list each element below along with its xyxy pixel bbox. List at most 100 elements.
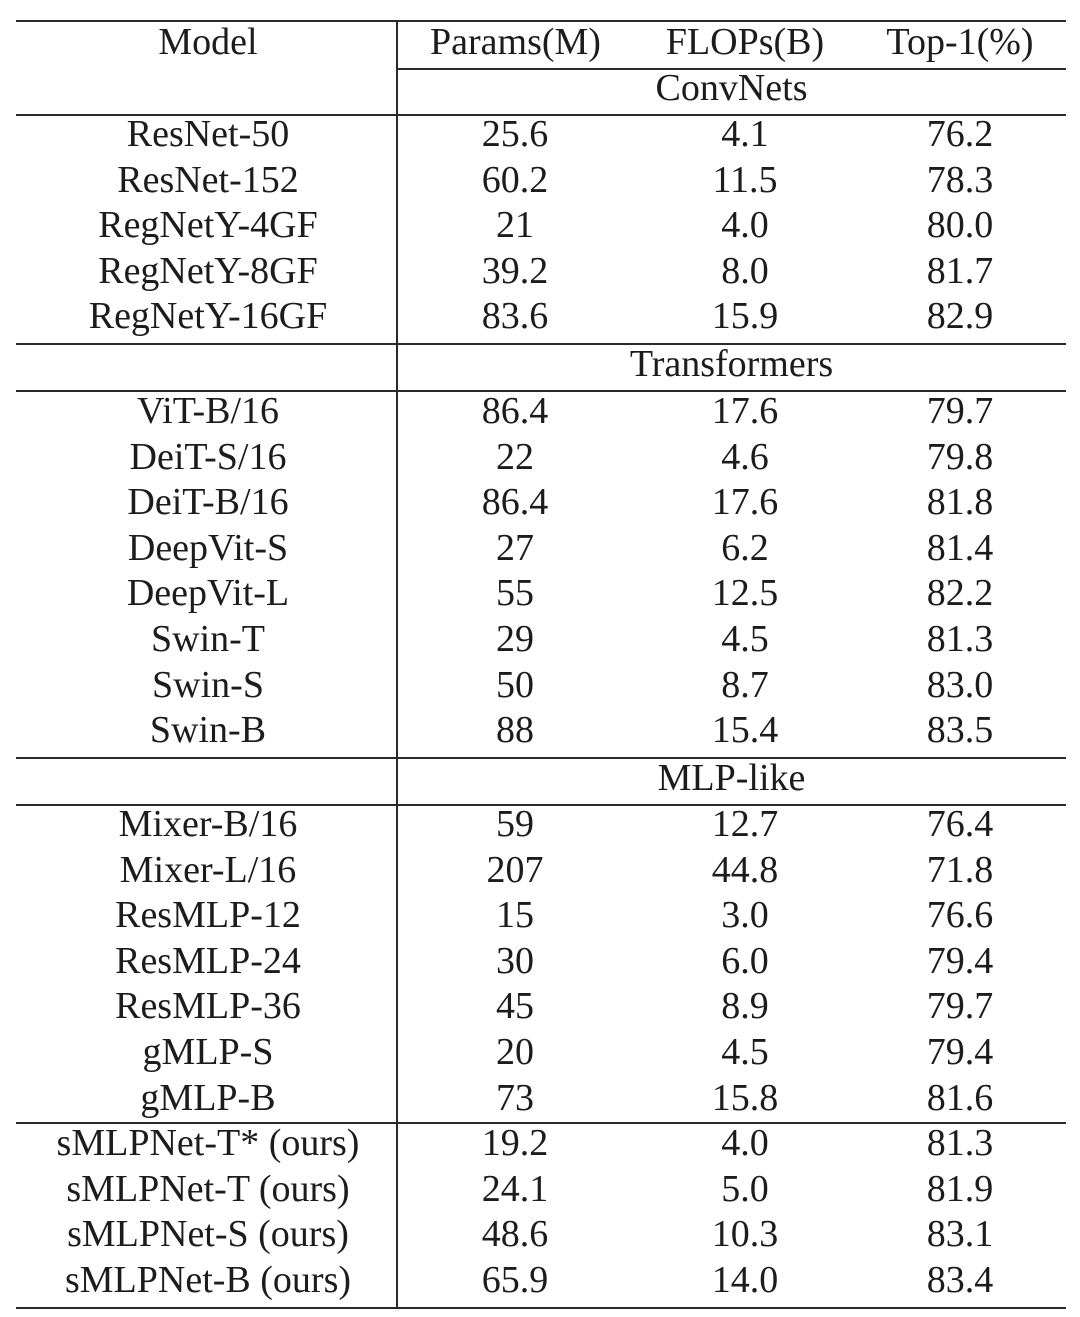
flops-value: 15.9 [711,295,779,338]
params-value: 88 [496,709,534,752]
flops-value: 12.5 [711,572,779,615]
header-flops: FLOPs(B) [665,21,825,63]
model-name: Swin-B [149,709,267,752]
params-value: 29 [496,618,534,660]
params-value: 39.2 [481,249,549,292]
model-name: ViT-B/16 [137,390,279,432]
group-rule [16,343,1066,345]
flops-value: 8.9 [721,985,769,1028]
flops-value: 5.0 [721,1167,769,1210]
params-value: 59 [496,803,534,845]
model-name: sMLPNet-S (ours) [67,1213,349,1256]
params-value: 73 [496,1076,534,1119]
params-value: 15 [496,894,534,937]
top1-value: 79.8 [926,435,994,478]
group-label: ConvNets [655,67,808,109]
group-rule [16,757,1066,759]
flops-value: 12.7 [711,803,779,845]
top1-value: 79.4 [926,1031,994,1073]
bottom-rule [16,1307,1066,1309]
top1-value: 81.4 [926,526,994,569]
params-value: 45 [496,985,534,1028]
model-name: RegNetY-4GF [98,204,318,247]
top1-value: 78.3 [926,158,994,201]
flops-value: 4.1 [721,113,769,155]
params-value: 50 [496,663,534,706]
flops-value: 17.6 [711,390,779,432]
top1-value: 81.7 [926,249,994,292]
top1-value: 80.0 [926,204,994,247]
group-label-rule [16,114,1066,116]
params-value: 27 [496,526,534,569]
group-label-rule [16,390,1066,392]
header-params: Params(M) [430,21,601,63]
top1-value: 83.5 [926,709,994,752]
flops-value: 4.0 [721,204,769,247]
model-name: sMLPNet-B (ours) [64,1258,352,1301]
params-value: 30 [496,939,534,982]
header-subrule [397,68,1066,70]
params-value: 65.9 [481,1258,549,1301]
column-divider [396,20,398,1309]
top1-value: 71.8 [926,848,994,891]
top1-value: 76.2 [926,113,994,155]
top1-value: 83.1 [926,1213,994,1256]
top1-value: 76.6 [926,894,994,937]
group-label: MLP-like [657,757,806,799]
group-label: Transformers [629,343,834,385]
model-name: sMLPNet-T (ours) [66,1167,350,1210]
model-name: Mixer-L/16 [119,848,297,891]
model-name: ResMLP-36 [115,985,301,1028]
group-rule [16,1122,1066,1124]
params-value: 86.4 [481,481,549,524]
top1-value: 83.4 [926,1258,994,1301]
flops-value: 4.0 [721,1122,769,1164]
model-name: gMLP-B [140,1076,276,1119]
top1-value: 81.6 [926,1076,994,1119]
params-value: 48.6 [481,1213,549,1256]
params-value: 21 [496,204,534,247]
flops-value: 8.0 [721,249,769,292]
top1-value: 82.2 [926,572,994,615]
top-rule [16,20,1066,22]
model-name: ResNet-50 [126,113,290,155]
flops-value: 11.5 [712,158,778,201]
model-name: Swin-S [152,663,264,706]
params-value: 83.6 [481,295,549,338]
top1-value: 83.0 [926,663,994,706]
flops-value: 4.6 [721,435,769,478]
params-value: 20 [496,1031,534,1073]
top1-value: 79.4 [926,939,994,982]
flops-value: 6.0 [721,939,769,982]
params-value: 207 [486,848,544,891]
params-value: 86.4 [481,390,549,432]
top1-value: 76.4 [926,803,994,845]
flops-value: 44.8 [711,848,779,891]
params-value: 19.2 [481,1122,549,1164]
flops-value: 4.5 [721,1031,769,1073]
top1-value: 79.7 [926,390,994,432]
model-name: DeepVit-L [126,572,290,615]
model-name: DeiT-B/16 [127,481,289,524]
model-name: ResMLP-24 [115,939,301,982]
flops-value: 10.3 [711,1213,779,1256]
model-name: DeiT-S/16 [129,435,287,478]
model-name: DeepVit-S [127,526,289,569]
model-name: sMLPNet-T* (ours) [56,1122,360,1164]
group-label-rule [16,804,1066,806]
top1-value: 79.7 [926,985,994,1028]
top1-value: 81.8 [926,481,994,524]
model-name: gMLP-S [142,1031,274,1073]
model-name: Swin-T [151,618,265,660]
params-value: 22 [496,435,534,478]
params-value: 55 [496,572,534,615]
flops-value: 17.6 [711,481,779,524]
flops-value: 4.5 [721,618,769,660]
top1-value: 81.9 [926,1167,994,1210]
model-name: ResMLP-12 [115,894,301,937]
header-top1: Top-1(%) [886,21,1034,63]
flops-value: 6.2 [721,526,769,569]
model-name: RegNetY-8GF [98,249,318,292]
flops-value: 3.0 [721,894,769,937]
params-value: 24.1 [481,1167,549,1210]
